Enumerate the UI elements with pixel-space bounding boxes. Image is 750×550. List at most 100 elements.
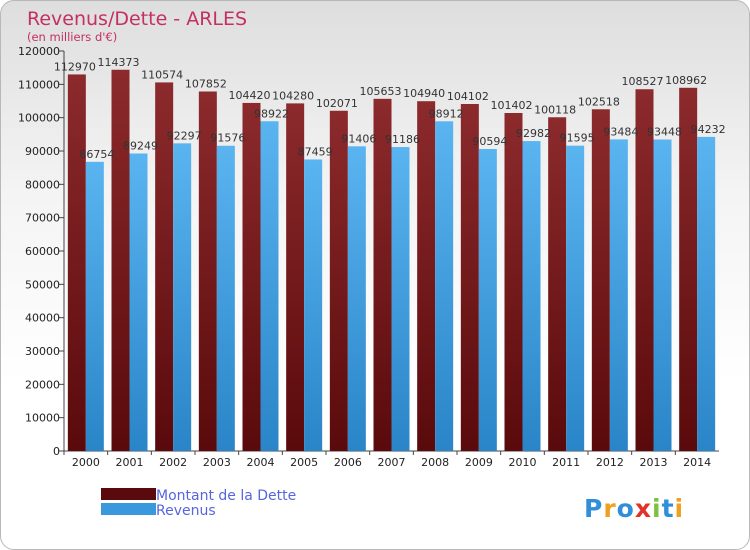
x-tick-label: 2004 xyxy=(247,456,275,469)
bar-dette xyxy=(329,110,348,451)
y-tick-label: 80000 xyxy=(25,178,60,191)
chart-subtitle: (en milliers d'€) xyxy=(27,30,117,44)
data-label-dette: 110574 xyxy=(141,68,183,81)
bar-revenus xyxy=(260,121,279,451)
x-tick-label: 2001 xyxy=(116,456,144,469)
data-label-dette: 112970 xyxy=(54,60,96,73)
data-label-dette: 102071 xyxy=(316,97,358,110)
x-tick-label: 2008 xyxy=(421,456,449,469)
bar-revenus xyxy=(391,147,410,451)
x-tick-label: 2000 xyxy=(72,456,100,469)
y-tick-label: 50000 xyxy=(25,278,60,291)
bar-dette xyxy=(504,112,523,451)
data-label-revenus: 98922 xyxy=(254,107,289,120)
bar-revenus xyxy=(478,149,497,451)
data-label-revenus: 87459 xyxy=(298,145,333,158)
legend-label-dette: Montant de la Dette xyxy=(156,488,296,504)
y-tick-label: 30000 xyxy=(25,345,60,358)
bar-revenus xyxy=(697,136,716,452)
bar-dette xyxy=(111,69,130,452)
bar-revenus xyxy=(347,146,366,451)
y-tick-label: 40000 xyxy=(25,312,60,325)
data-label-dette: 108962 xyxy=(665,74,707,87)
x-tick-label: 2011 xyxy=(552,456,580,469)
x-tick-label: 2012 xyxy=(596,456,624,469)
data-label-revenus: 86754 xyxy=(79,148,114,161)
axes: 0 10000 20000 30000 40000 50000 60000 70000 8000… xyxy=(18,45,719,469)
bar-revenus xyxy=(304,159,323,451)
data-label-revenus: 92297 xyxy=(167,129,202,142)
bar-dette xyxy=(286,103,305,452)
y-tick-label: 0 xyxy=(53,445,60,458)
data-label-dette: 104420 xyxy=(229,89,271,102)
data-label-dette: 108527 xyxy=(622,75,664,88)
x-tick-label: 2003 xyxy=(203,456,231,469)
bar-dette xyxy=(155,82,174,452)
data-label-revenus: 91576 xyxy=(210,132,245,145)
data-label-revenus: 91186 xyxy=(385,133,420,146)
y-tick-label: 100000 xyxy=(18,112,60,125)
bar-dette xyxy=(548,117,567,452)
bar-revenus xyxy=(653,139,672,452)
bar-dette xyxy=(679,87,698,451)
logo-text: Proxiti xyxy=(584,494,684,523)
data-label-revenus: 94232 xyxy=(691,123,726,136)
x-tick-label: 2013 xyxy=(640,456,668,469)
legend-swatch-dette xyxy=(101,488,156,500)
bar-dette xyxy=(417,101,436,451)
data-label-revenus: 91595 xyxy=(560,132,595,145)
data-label-revenus: 93448 xyxy=(647,126,682,139)
bar-dette xyxy=(67,74,86,451)
bar-dette xyxy=(373,98,392,451)
data-label-revenus: 89249 xyxy=(123,140,158,153)
bar-dette xyxy=(591,109,610,452)
y-tick-label: 90000 xyxy=(25,145,60,158)
bar-dette xyxy=(242,102,261,451)
data-label-dette: 100118 xyxy=(534,103,576,116)
bar-revenus xyxy=(173,143,192,452)
x-tick-label: 2007 xyxy=(378,456,406,469)
data-label-revenus: 91406 xyxy=(341,132,376,145)
x-tick-label: 2010 xyxy=(509,456,537,469)
data-label-dette: 101402 xyxy=(491,99,533,112)
chart-title: Revenus/Dette - ARLES xyxy=(27,8,247,30)
bar-dette xyxy=(635,89,654,451)
y-tick-label: 60000 xyxy=(25,245,60,258)
x-tick-label: 2009 xyxy=(465,456,493,469)
data-label-revenus: 93484 xyxy=(603,125,638,138)
data-label-dette: 105653 xyxy=(360,85,402,98)
data-label-dette: 114373 xyxy=(98,56,140,69)
y-tick-label: 120000 xyxy=(18,45,60,58)
bar-revenus xyxy=(129,153,148,451)
bar-revenus xyxy=(566,145,585,451)
y-tick-label: 70000 xyxy=(25,212,60,225)
bar-dette xyxy=(460,103,479,451)
legend-label-revenus: Revenus xyxy=(156,503,216,519)
y-tick-label: 10000 xyxy=(25,412,60,425)
legend-swatch-revenus xyxy=(101,503,156,515)
proxiti-logo: Proxiti xyxy=(584,494,684,523)
data-label-revenus: 98912 xyxy=(429,107,464,120)
data-label-dette: 104102 xyxy=(447,90,489,103)
x-tick-label: 2002 xyxy=(159,456,187,469)
data-label-dette: 102518 xyxy=(578,95,620,108)
x-tick-label: 2014 xyxy=(683,456,711,469)
bar-revenus xyxy=(85,161,104,451)
x-tick-label: 2005 xyxy=(290,456,318,469)
data-label-dette: 107852 xyxy=(185,77,227,90)
data-label-dette: 104940 xyxy=(403,87,445,100)
y-tick-label: 110000 xyxy=(18,78,60,91)
bar-revenus xyxy=(522,141,541,451)
legend: Montant de la Dette Revenus xyxy=(101,488,296,519)
x-tick-label: 2006 xyxy=(334,456,362,469)
bar-revenus xyxy=(216,145,235,451)
bar-revenus xyxy=(609,139,628,452)
data-label-dette: 104280 xyxy=(272,89,314,102)
data-label-revenus: 92982 xyxy=(516,127,551,140)
y-tick-label: 20000 xyxy=(25,378,60,391)
bar-revenus xyxy=(435,121,454,451)
bar-dette xyxy=(198,91,217,451)
